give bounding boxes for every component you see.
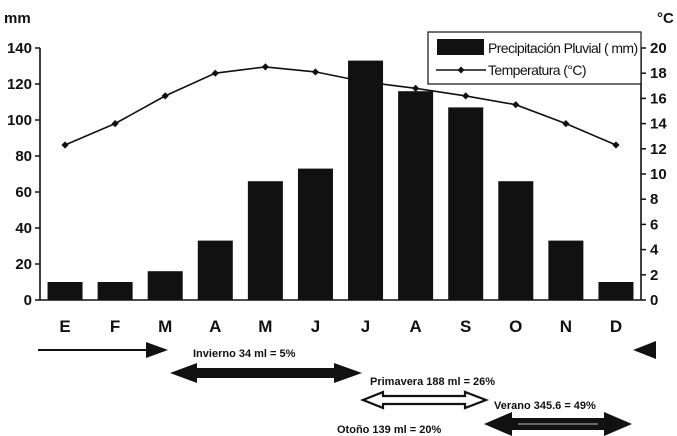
temperature-line (64, 66, 617, 146)
spring-arrow (170, 363, 362, 383)
right-tick-label: 8 (650, 191, 658, 208)
precipitation-bars (47, 60, 634, 301)
month-label: M (258, 317, 272, 336)
temperature-series (61, 63, 620, 149)
winter-arrow-head (146, 342, 168, 358)
left-tick-label: 140 (7, 40, 32, 57)
legend-bar-label: Precipitación Pluvial ( mm) (488, 40, 638, 56)
left-axis-ticks: 0 20 40 60 80 100 120 140 (7, 40, 40, 309)
legend: Precipitación Pluvial ( mm) Temperatura … (427, 31, 642, 85)
right-tick-label: 14 (650, 116, 667, 133)
month-label: F (110, 317, 120, 336)
right-tick-label: 18 (650, 65, 667, 82)
precipitation-bar (498, 181, 534, 300)
right-tick-label: 0 (650, 292, 658, 309)
season-label-summer: Verano 345.6 = 49% (494, 400, 596, 412)
left-tick-label: 80 (15, 148, 32, 165)
month-label: A (209, 317, 221, 336)
month-label: M (158, 317, 172, 336)
temperature-point (211, 69, 219, 77)
left-tick-label: 120 (7, 76, 32, 93)
precipitation-bar (197, 240, 233, 300)
precipitation-bar (97, 282, 133, 300)
season-label-winter: Invierno 34 ml = 5% (193, 348, 296, 360)
right-tick-label: 2 (650, 267, 658, 284)
month-label: N (560, 317, 572, 336)
left-tick-label: 20 (15, 256, 32, 273)
month-label: O (509, 317, 522, 336)
season-annotations: Invierno 34 ml = 5% Primavera 188 ml = 2… (38, 341, 656, 436)
left-tick-label: 60 (15, 184, 32, 201)
month-label: A (409, 317, 421, 336)
legend-bar-swatch (437, 39, 484, 55)
temperature-point (311, 68, 320, 76)
temperature-point (412, 84, 420, 92)
season-label-spring: Primavera 188 ml = 26% (370, 376, 495, 388)
precipitation-bar (348, 60, 384, 300)
month-label: J (311, 317, 320, 336)
right-tick-label: 20 (650, 40, 667, 57)
right-tick-label: 12 (650, 141, 667, 158)
winter-arrow-tail (633, 341, 656, 359)
precipitation-bar (147, 271, 183, 300)
legend-line-marker (457, 66, 465, 74)
precipitation-bar (448, 107, 484, 301)
y2-axis-label: °C (657, 10, 674, 27)
precipitation-bar (297, 168, 333, 300)
left-tick-label: 40 (15, 220, 32, 237)
precipitation-bar (398, 91, 434, 300)
temperature-point (612, 141, 620, 149)
precipitation-bar (598, 282, 634, 300)
month-label: E (59, 317, 70, 336)
precipitation-bar (548, 240, 584, 300)
temperature-point (111, 120, 119, 128)
temperature-point (161, 92, 169, 100)
temperature-point (361, 78, 370, 86)
right-tick-label: 4 (650, 242, 659, 259)
precipitation-bar (247, 181, 283, 300)
right-tick-label: 6 (650, 216, 658, 233)
temperature-point (512, 101, 520, 109)
temperature-point (562, 120, 570, 128)
month-label: D (610, 317, 622, 336)
summer-arrow (360, 390, 490, 410)
right-tick-label: 10 (650, 166, 667, 183)
season-label-autumn: Otoño 139 ml = 20% (337, 424, 441, 436)
right-axis-ticks: 0 2 4 6 8 10 12 14 16 18 20 (641, 40, 667, 309)
y-axis-label: mm (4, 10, 31, 27)
left-tick-label: 100 (7, 112, 32, 129)
month-label: J (361, 317, 370, 336)
legend-line-label: Temperatura (°C) (488, 62, 586, 78)
left-tick-label: 0 (24, 292, 32, 309)
temperature-point (261, 63, 269, 71)
month-label: S (460, 317, 471, 336)
precipitation-bar (47, 282, 83, 300)
right-tick-label: 16 (650, 90, 667, 107)
temperature-point (462, 92, 470, 100)
temperature-point (61, 141, 69, 149)
